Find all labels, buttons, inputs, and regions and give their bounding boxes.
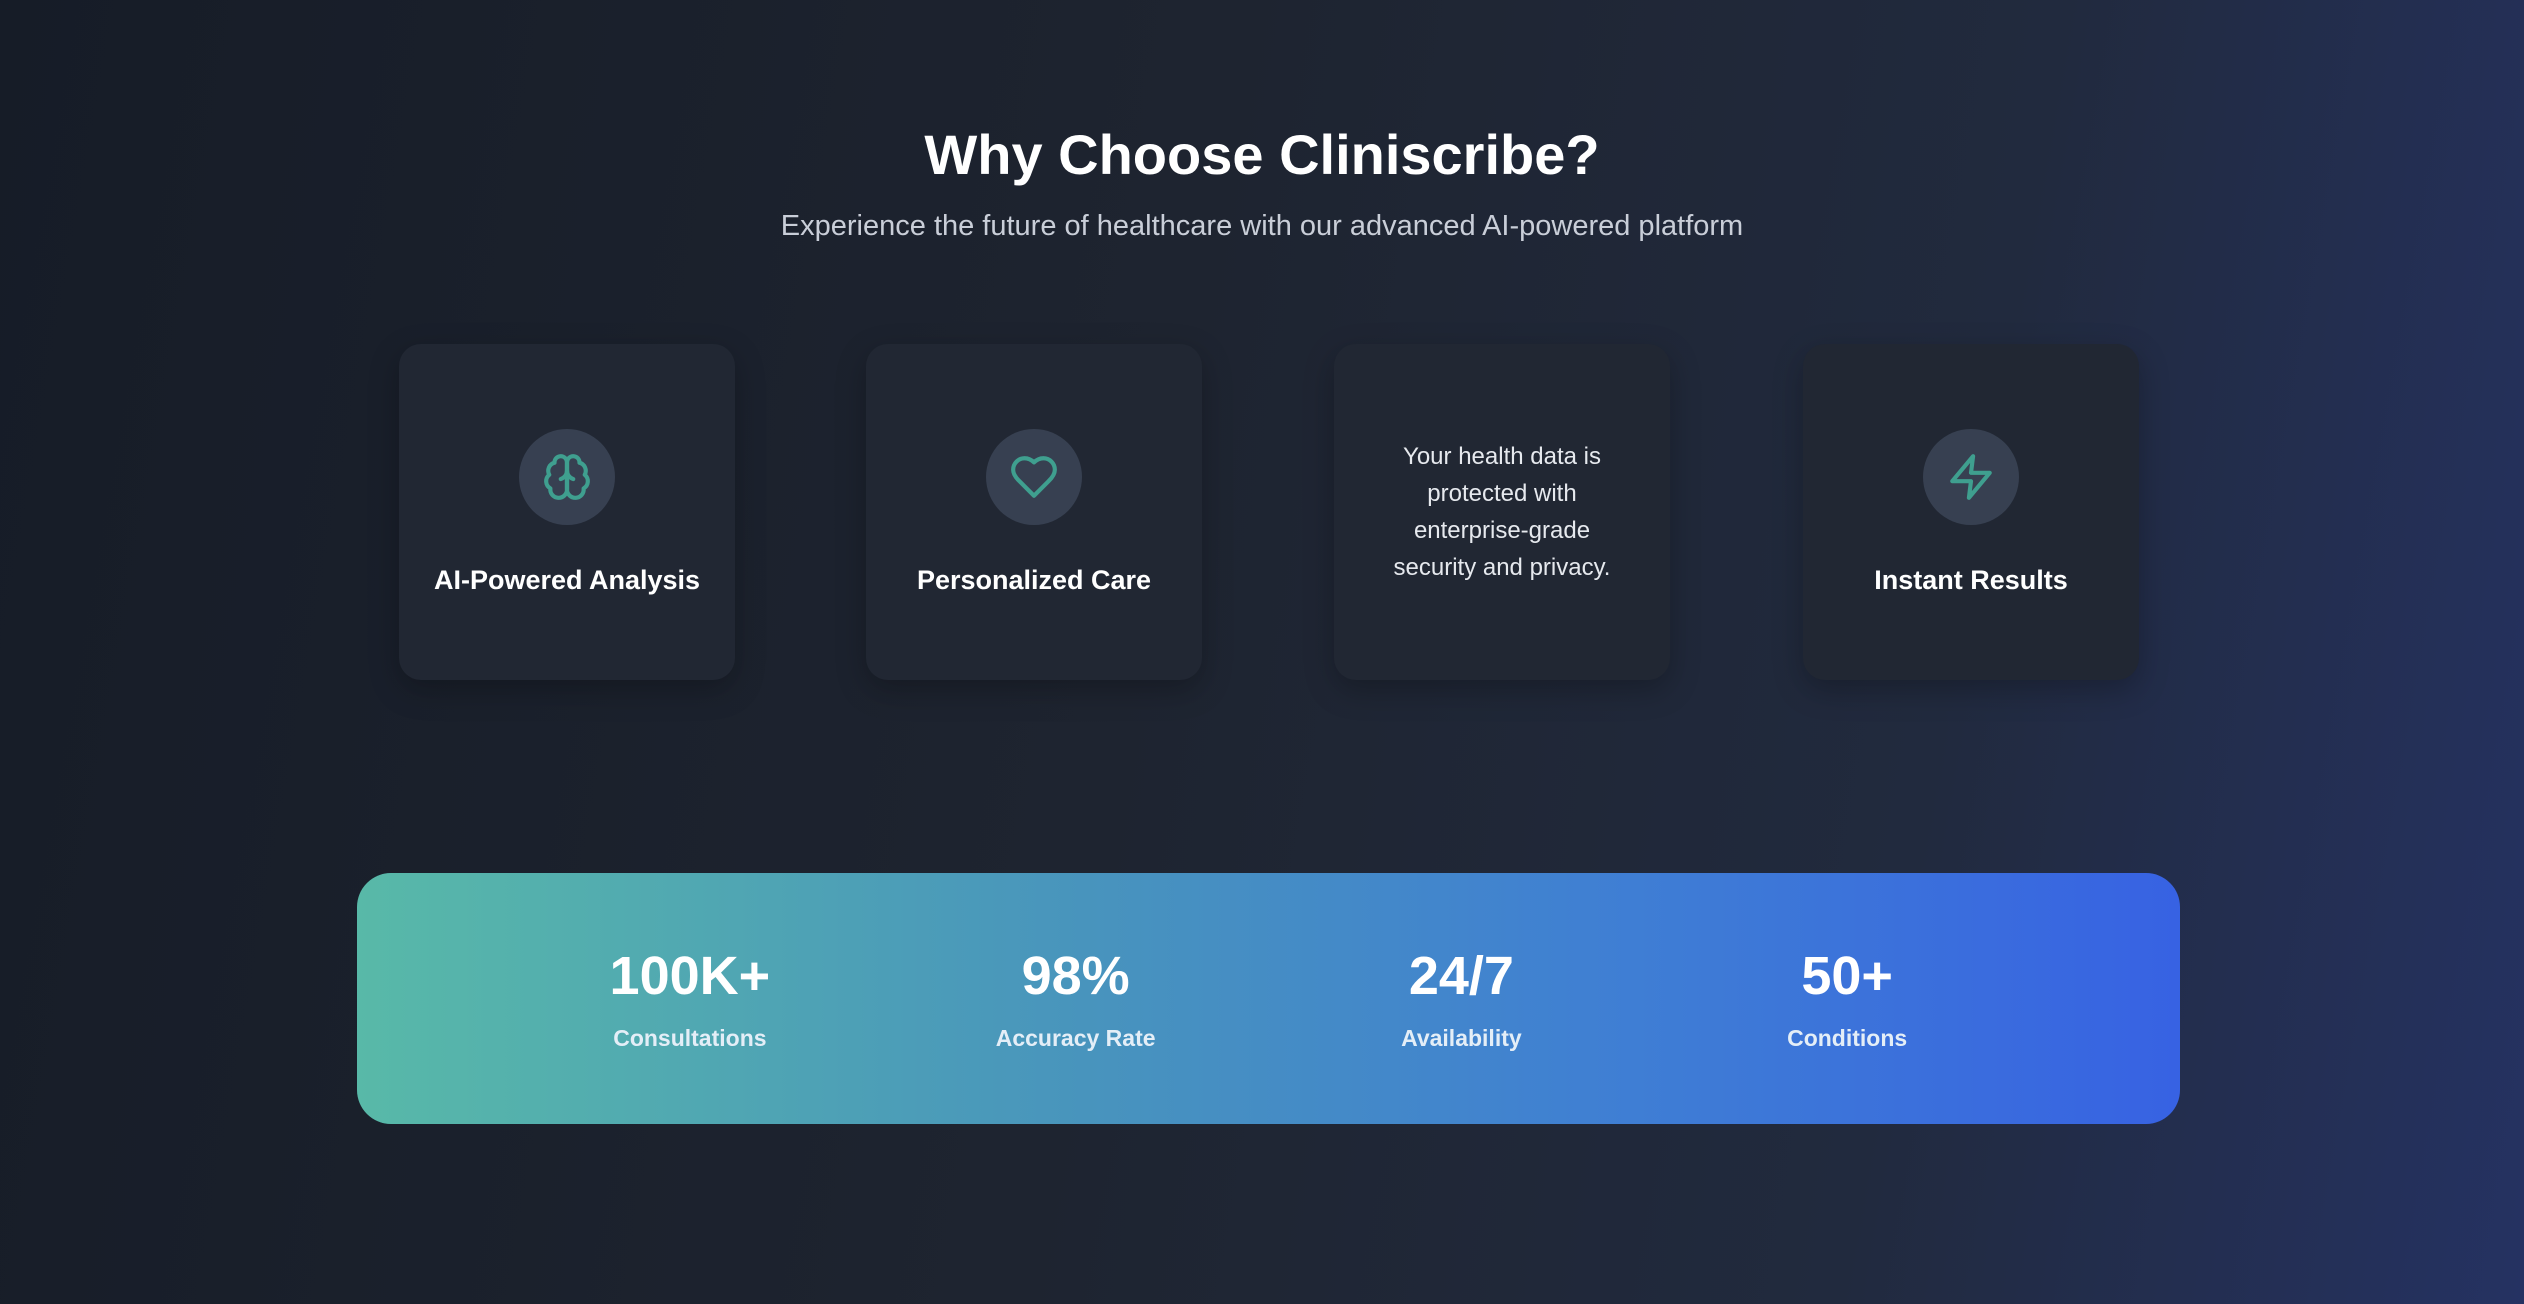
stat-availability: 24/7 Availability bbox=[1269, 873, 1655, 1124]
stat-value: 100K+ bbox=[609, 946, 771, 1006]
feature-description: Your health data is protected with enter… bbox=[1393, 443, 1611, 581]
feature-title: Personalized Care bbox=[916, 564, 1152, 595]
stat-consultations: 100K+ Consultations bbox=[497, 873, 883, 1124]
stat-value: 50+ bbox=[1801, 946, 1893, 1006]
stat-label: Consultations bbox=[613, 1025, 767, 1051]
lightning-icon bbox=[1923, 428, 2019, 525]
stat-label: Conditions bbox=[1787, 1025, 1908, 1051]
stats-banner: 100K+ Consultations 98% Accuracy Rate 24… bbox=[357, 873, 2180, 1124]
section-subtitle: Experience the future of healthcare with… bbox=[780, 210, 1744, 242]
stat-label: Availability bbox=[1401, 1025, 1522, 1051]
heart-icon bbox=[986, 428, 1082, 525]
stat-label: Accuracy Rate bbox=[995, 1025, 1156, 1051]
stat-accuracy: 98% Accuracy Rate bbox=[883, 873, 1269, 1124]
section-title: Why Choose Cliniscribe? bbox=[924, 123, 1600, 186]
feature-card-ai-analysis: AI-Powered Analysis bbox=[399, 344, 735, 680]
stat-value: 24/7 bbox=[1408, 946, 1514, 1006]
stat-value: 98% bbox=[1021, 946, 1130, 1006]
feature-card-security: Your health data is protected with enter… bbox=[1334, 344, 1670, 680]
feature-card-instant-results: Instant Results bbox=[1803, 344, 2139, 680]
feature-card-personalized-care: Personalized Care bbox=[866, 344, 1202, 680]
brain-icon bbox=[519, 428, 615, 525]
stat-conditions: 50+ Conditions bbox=[1654, 873, 2040, 1124]
feature-title: Instant Results bbox=[1874, 564, 2068, 595]
feature-title: AI-Powered Analysis bbox=[433, 564, 701, 595]
